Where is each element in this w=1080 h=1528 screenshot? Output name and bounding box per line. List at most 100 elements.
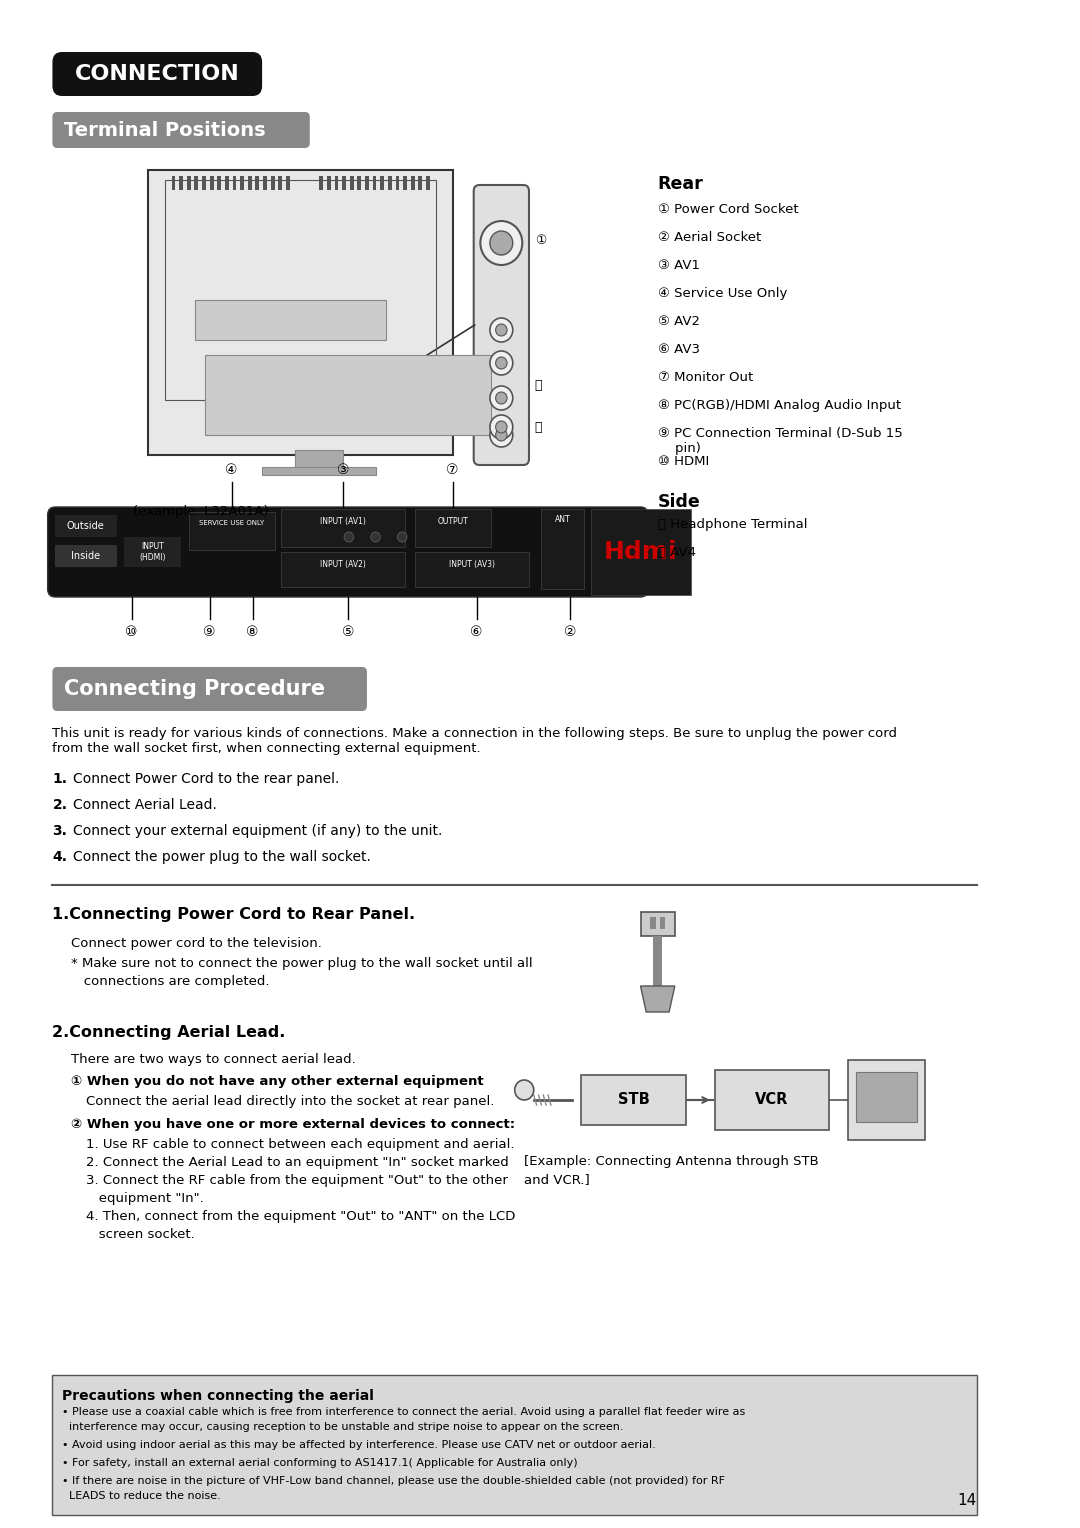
Text: ② When you have one or more external devices to connect:: ② When you have one or more external dev… bbox=[71, 1118, 515, 1131]
Text: INPUT (AV1): INPUT (AV1) bbox=[320, 516, 366, 526]
Bar bbox=[217, 176, 221, 189]
Bar bbox=[281, 509, 405, 547]
Circle shape bbox=[515, 1080, 534, 1100]
Text: 3. Connect the RF cable from the equipment "Out" to the other: 3. Connect the RF cable from the equipme… bbox=[85, 1174, 508, 1187]
Text: [Example: Connecting Antenna through STB: [Example: Connecting Antenna through STB bbox=[524, 1155, 819, 1167]
Text: Terminal Positions: Terminal Positions bbox=[64, 121, 266, 139]
Circle shape bbox=[490, 351, 513, 374]
Bar bbox=[262, 468, 377, 475]
Text: INPUT (AV3): INPUT (AV3) bbox=[449, 559, 495, 568]
Text: Precautions when connecting the aerial: Precautions when connecting the aerial bbox=[62, 1389, 374, 1403]
Circle shape bbox=[370, 532, 380, 542]
Text: Connect the power plug to the wall socket.: Connect the power plug to the wall socke… bbox=[73, 850, 372, 863]
Text: Connect power cord to the television.: Connect power cord to the television. bbox=[71, 937, 322, 950]
Circle shape bbox=[490, 416, 513, 439]
Bar bbox=[179, 176, 183, 189]
Text: ⑤ AV2: ⑤ AV2 bbox=[658, 315, 700, 329]
Bar bbox=[194, 176, 199, 189]
Text: Rear: Rear bbox=[658, 176, 703, 193]
Bar bbox=[415, 552, 529, 587]
Text: ANT: ANT bbox=[554, 515, 570, 524]
Text: ⑪: ⑪ bbox=[535, 420, 542, 434]
Bar bbox=[165, 180, 435, 400]
Bar bbox=[296, 451, 343, 468]
Text: • For safety, install an external aerial conforming to AS1417.1( Applicable for : • For safety, install an external aerial… bbox=[62, 1458, 578, 1468]
Bar bbox=[195, 299, 386, 341]
Text: ⑥: ⑥ bbox=[470, 625, 483, 639]
Text: VCR: VCR bbox=[755, 1093, 788, 1108]
Bar bbox=[55, 545, 118, 567]
Text: 4.: 4. bbox=[53, 850, 67, 863]
Bar bbox=[660, 917, 665, 929]
FancyBboxPatch shape bbox=[53, 668, 367, 711]
Polygon shape bbox=[640, 986, 675, 1012]
Text: ⑦: ⑦ bbox=[446, 463, 459, 477]
Text: ①: ① bbox=[535, 234, 546, 246]
Bar bbox=[256, 176, 259, 189]
Text: 4. Then, connect from the equipment "Out" to "ANT" on the LCD: 4. Then, connect from the equipment "Out… bbox=[85, 1210, 515, 1222]
Bar bbox=[320, 176, 323, 189]
Text: ③: ③ bbox=[337, 463, 349, 477]
Bar bbox=[415, 509, 490, 547]
Circle shape bbox=[490, 231, 513, 255]
Circle shape bbox=[490, 387, 513, 410]
Text: 3.: 3. bbox=[53, 824, 67, 837]
Bar bbox=[187, 176, 191, 189]
FancyBboxPatch shape bbox=[53, 52, 262, 96]
Text: This unit is ready for various kinds of connections. Make a connection in the fo: This unit is ready for various kinds of … bbox=[53, 727, 897, 755]
Circle shape bbox=[496, 422, 508, 432]
Bar bbox=[581, 1076, 686, 1125]
Bar bbox=[410, 176, 415, 189]
Bar bbox=[240, 176, 244, 189]
Bar bbox=[856, 1073, 917, 1122]
Text: Connect the aerial lead directly into the socket at rear panel.: Connect the aerial lead directly into th… bbox=[85, 1096, 495, 1108]
Bar bbox=[426, 176, 430, 189]
Text: (example: L32A01A): (example: L32A01A) bbox=[134, 504, 269, 518]
Bar bbox=[848, 1060, 924, 1140]
Text: STB: STB bbox=[618, 1093, 650, 1108]
Text: ② Aerial Socket: ② Aerial Socket bbox=[658, 231, 761, 244]
Bar bbox=[210, 176, 214, 189]
Text: Connecting Procedure: Connecting Procedure bbox=[64, 678, 325, 698]
Circle shape bbox=[490, 423, 513, 448]
Circle shape bbox=[496, 429, 508, 442]
Bar bbox=[403, 176, 407, 189]
Bar bbox=[380, 176, 384, 189]
Text: LEADS to reduce the noise.: LEADS to reduce the noise. bbox=[62, 1491, 220, 1500]
Text: INPUT
(HDMI): INPUT (HDMI) bbox=[139, 542, 165, 562]
Bar bbox=[335, 176, 338, 189]
Bar bbox=[286, 176, 289, 189]
Bar bbox=[271, 176, 274, 189]
Circle shape bbox=[345, 532, 353, 542]
Text: ⑥ AV3: ⑥ AV3 bbox=[658, 342, 700, 356]
Text: • Avoid using indoor aerial as this may be affected by interference. Please use : • Avoid using indoor aerial as this may … bbox=[62, 1439, 656, 1450]
Bar bbox=[418, 176, 422, 189]
Text: ⑫: ⑫ bbox=[535, 379, 542, 391]
Text: ④ Service Use Only: ④ Service Use Only bbox=[658, 287, 787, 299]
Text: There are two ways to connect aerial lead.: There are two ways to connect aerial lea… bbox=[71, 1053, 356, 1067]
Text: INPUT (AV2): INPUT (AV2) bbox=[320, 559, 366, 568]
Circle shape bbox=[490, 318, 513, 342]
Bar bbox=[189, 512, 274, 550]
Bar bbox=[640, 912, 675, 937]
Text: Connect Power Cord to the rear panel.: Connect Power Cord to the rear panel. bbox=[73, 772, 340, 785]
Text: screen socket.: screen socket. bbox=[85, 1229, 194, 1241]
Text: ⑨: ⑨ bbox=[203, 625, 216, 639]
Text: 1.Connecting Power Cord to Rear Panel.: 1.Connecting Power Cord to Rear Panel. bbox=[53, 908, 416, 921]
Bar bbox=[124, 536, 181, 567]
Text: ① When you do not have any other external equipment: ① When you do not have any other externa… bbox=[71, 1076, 484, 1088]
Bar bbox=[591, 509, 691, 594]
Text: ① Power Cord Socket: ① Power Cord Socket bbox=[658, 203, 798, 215]
Text: and VCR.]: and VCR.] bbox=[524, 1174, 590, 1186]
Text: ⑩: ⑩ bbox=[125, 625, 138, 639]
Text: 2.Connecting Aerial Lead.: 2.Connecting Aerial Lead. bbox=[53, 1025, 286, 1041]
Bar bbox=[148, 170, 453, 455]
Text: 1.: 1. bbox=[53, 772, 67, 785]
Bar bbox=[53, 1375, 977, 1514]
Bar bbox=[327, 176, 330, 189]
Bar bbox=[541, 509, 584, 588]
Text: Side: Side bbox=[658, 494, 701, 510]
Bar bbox=[232, 176, 237, 189]
Bar bbox=[350, 176, 353, 189]
Text: 2. Connect the Aerial Lead to an equipment "In" socket marked: 2. Connect the Aerial Lead to an equipme… bbox=[85, 1157, 509, 1169]
